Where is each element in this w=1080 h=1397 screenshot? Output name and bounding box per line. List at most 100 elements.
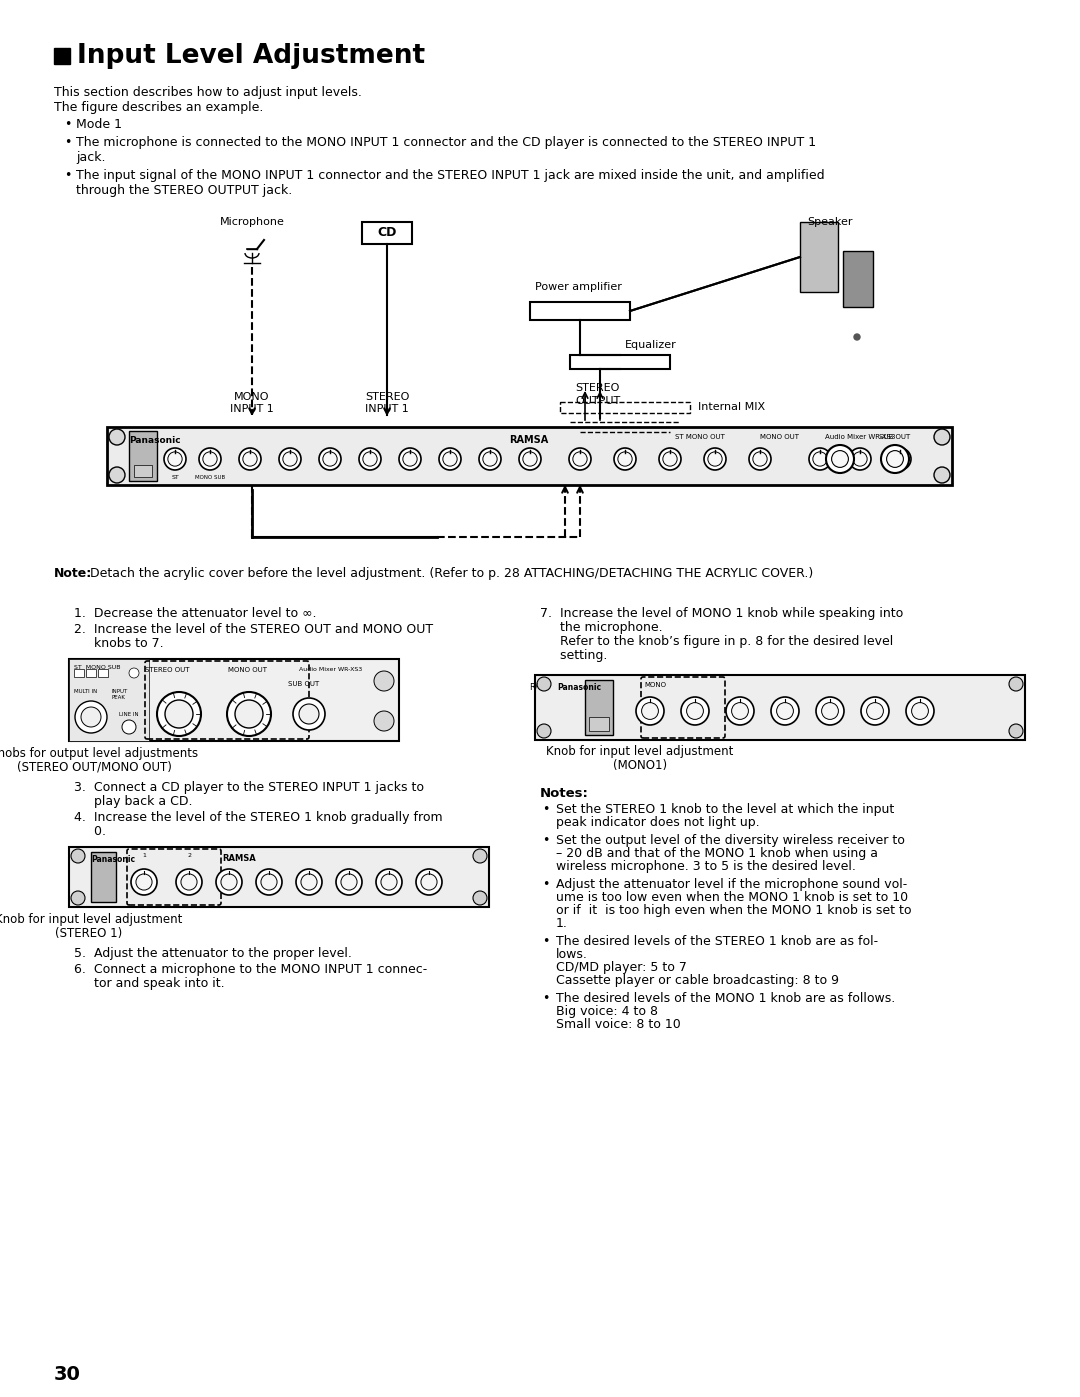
Text: Equalizer: Equalizer bbox=[625, 339, 677, 351]
Text: the microphone.: the microphone. bbox=[540, 622, 663, 634]
Text: (STEREO 1): (STEREO 1) bbox=[55, 928, 123, 940]
Circle shape bbox=[726, 697, 754, 725]
Circle shape bbox=[293, 698, 325, 731]
Text: ST: ST bbox=[171, 475, 179, 481]
Bar bbox=[362, 222, 411, 244]
Text: Detach the acrylic cover before the level adjustment. (Refer to p. 28 ATTACHING/: Detach the acrylic cover before the leve… bbox=[86, 567, 813, 580]
Text: Cassette player or cable broadcasting: 8 to 9: Cassette player or cable broadcasting: 8… bbox=[556, 974, 839, 988]
Text: 7.  Increase the level of MONO 1 knob while speaking into: 7. Increase the level of MONO 1 knob whi… bbox=[540, 608, 903, 620]
Text: Audio Mixer WR-XS3: Audio Mixer WR-XS3 bbox=[299, 666, 362, 672]
Circle shape bbox=[523, 451, 537, 467]
Circle shape bbox=[71, 849, 85, 863]
Text: MONO OUT: MONO OUT bbox=[760, 434, 799, 440]
Circle shape bbox=[707, 451, 723, 467]
Text: Panasonic: Panasonic bbox=[91, 855, 135, 863]
Bar bbox=[129, 432, 157, 481]
Circle shape bbox=[832, 451, 849, 468]
Circle shape bbox=[572, 451, 588, 467]
Circle shape bbox=[483, 451, 497, 467]
Circle shape bbox=[301, 875, 318, 890]
Text: or if  it  is too high even when the MONO 1 knob is set to: or if it is too high even when the MONO … bbox=[556, 904, 912, 916]
Circle shape bbox=[283, 451, 297, 467]
Text: Mode 1: Mode 1 bbox=[76, 117, 122, 131]
Circle shape bbox=[615, 448, 636, 469]
Circle shape bbox=[363, 451, 377, 467]
Text: MONO: MONO bbox=[644, 682, 666, 687]
Text: Knobs for output level adjustments: Knobs for output level adjustments bbox=[0, 747, 198, 760]
Text: STEREO: STEREO bbox=[365, 393, 409, 402]
Bar bbox=[54, 47, 70, 64]
Circle shape bbox=[750, 448, 771, 469]
Text: Refer to the knob’s figure in p. 8 for the desired level: Refer to the knob’s figure in p. 8 for t… bbox=[540, 636, 893, 648]
Circle shape bbox=[221, 875, 238, 890]
Circle shape bbox=[826, 446, 854, 474]
Circle shape bbox=[681, 697, 708, 725]
Bar bbox=[800, 222, 838, 292]
Circle shape bbox=[296, 869, 322, 895]
Text: 1.: 1. bbox=[556, 916, 568, 930]
Text: (STEREO OUT/MONO OUT): (STEREO OUT/MONO OUT) bbox=[16, 761, 172, 774]
Text: RAMSA: RAMSA bbox=[510, 434, 549, 446]
Circle shape bbox=[537, 724, 551, 738]
Circle shape bbox=[376, 869, 402, 895]
Text: RAMSA: RAMSA bbox=[222, 854, 256, 863]
Text: INPUT 1: INPUT 1 bbox=[365, 404, 409, 414]
Bar bbox=[69, 659, 149, 740]
Circle shape bbox=[129, 668, 139, 678]
Text: R/: R/ bbox=[529, 682, 538, 692]
Circle shape bbox=[731, 703, 748, 719]
Text: knobs to 7.: knobs to 7. bbox=[75, 637, 164, 650]
Bar bbox=[585, 680, 613, 735]
Bar bbox=[561, 402, 690, 414]
Text: lows.: lows. bbox=[556, 949, 588, 961]
Text: •: • bbox=[542, 803, 550, 816]
Text: 3.  Connect a CD player to the STEREO INPUT 1 jacks to: 3. Connect a CD player to the STEREO INP… bbox=[75, 781, 424, 793]
Circle shape bbox=[854, 334, 860, 339]
Bar bbox=[134, 465, 152, 476]
Circle shape bbox=[176, 869, 202, 895]
Circle shape bbox=[473, 891, 487, 905]
Text: Audio Mixer WR-XS3: Audio Mixer WR-XS3 bbox=[825, 434, 895, 440]
Text: Small voice: 8 to 10: Small voice: 8 to 10 bbox=[556, 1018, 680, 1031]
Text: 6.  Connect a microphone to the MONO INPUT 1 connec-: 6. Connect a microphone to the MONO INPU… bbox=[75, 963, 428, 977]
Circle shape bbox=[849, 448, 870, 469]
Circle shape bbox=[771, 697, 799, 725]
Text: The desired levels of the MONO 1 knob are as follows.: The desired levels of the MONO 1 knob ar… bbox=[556, 992, 895, 1004]
Circle shape bbox=[642, 703, 659, 719]
Circle shape bbox=[1009, 678, 1023, 692]
Text: Panasonic: Panasonic bbox=[129, 436, 180, 446]
Circle shape bbox=[813, 451, 827, 467]
Circle shape bbox=[912, 703, 929, 719]
Circle shape bbox=[519, 448, 541, 469]
Circle shape bbox=[71, 891, 85, 905]
Circle shape bbox=[777, 703, 794, 719]
Text: •: • bbox=[64, 136, 71, 149]
Text: •: • bbox=[542, 834, 550, 847]
Circle shape bbox=[753, 451, 767, 467]
Circle shape bbox=[381, 875, 397, 890]
Circle shape bbox=[416, 869, 442, 895]
Circle shape bbox=[934, 429, 950, 446]
Text: jack.: jack. bbox=[76, 151, 106, 163]
Circle shape bbox=[227, 692, 271, 736]
Circle shape bbox=[336, 869, 362, 895]
Bar bbox=[75, 669, 84, 678]
Circle shape bbox=[109, 429, 125, 446]
Bar bbox=[570, 355, 670, 369]
Text: The microphone is connected to the MONO INPUT 1 connector and the CD player is c: The microphone is connected to the MONO … bbox=[76, 136, 816, 149]
Text: ume is too low even when the MONO 1 knob is set to 10: ume is too low even when the MONO 1 knob… bbox=[556, 891, 908, 904]
Text: Adjust the attenuator level if the microphone sound vol-: Adjust the attenuator level if the micro… bbox=[556, 877, 907, 891]
Text: ST  MONO SUB: ST MONO SUB bbox=[75, 665, 121, 671]
Circle shape bbox=[136, 875, 152, 890]
Circle shape bbox=[569, 448, 591, 469]
Text: tor and speak into it.: tor and speak into it. bbox=[75, 977, 225, 990]
Bar bbox=[69, 847, 489, 907]
Text: LINE IN: LINE IN bbox=[119, 712, 138, 717]
Circle shape bbox=[704, 448, 726, 469]
Circle shape bbox=[887, 451, 903, 468]
Text: ST MONO OUT: ST MONO OUT bbox=[675, 434, 725, 440]
Text: •: • bbox=[542, 935, 550, 949]
Circle shape bbox=[279, 448, 301, 469]
Circle shape bbox=[687, 703, 703, 719]
Circle shape bbox=[261, 875, 278, 890]
